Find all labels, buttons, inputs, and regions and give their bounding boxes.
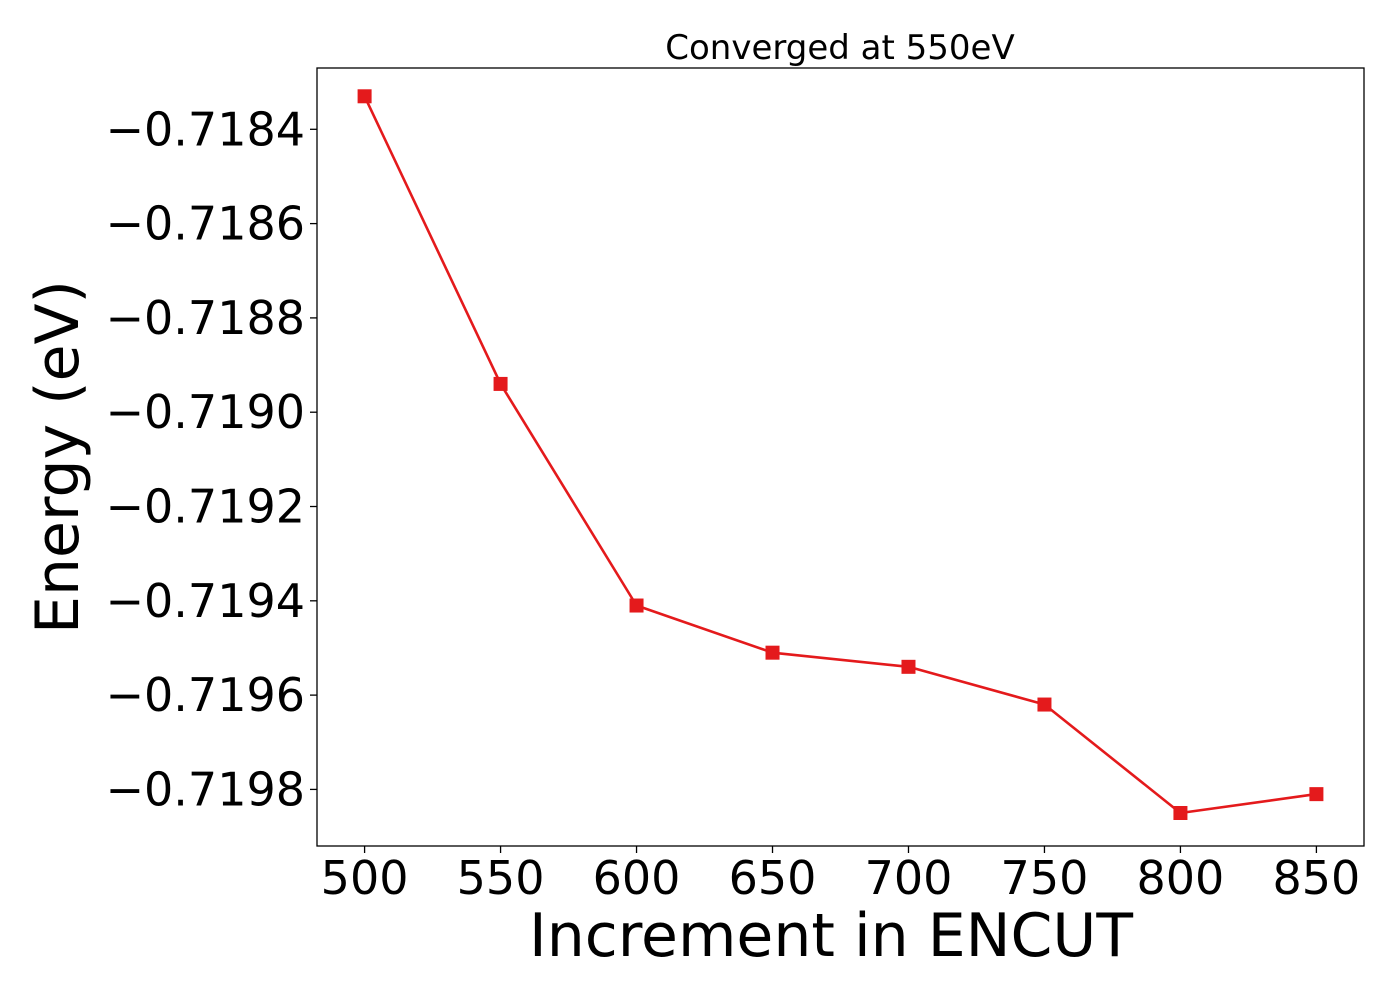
y-tick-label: −0.7196 bbox=[106, 668, 306, 722]
data-point-marker bbox=[357, 89, 372, 104]
x-tick-label: 750 bbox=[1001, 851, 1089, 905]
plot-series bbox=[357, 89, 1324, 820]
series-line bbox=[363, 95, 1317, 815]
x-tick-label: 800 bbox=[1137, 851, 1225, 905]
y-tick-label: −0.7194 bbox=[106, 574, 306, 628]
data-point-marker bbox=[1173, 805, 1188, 820]
x-tick-label: 700 bbox=[865, 851, 953, 905]
x-tick-label: 550 bbox=[457, 851, 545, 905]
x-axis-ticks: 500 550 600 650 700 750 800 850 bbox=[321, 846, 1361, 905]
data-point-marker bbox=[901, 659, 916, 674]
y-tick-label: −0.7190 bbox=[106, 385, 306, 439]
x-axis-label: Increment in ENCUT bbox=[529, 901, 1133, 971]
plot-frame bbox=[316, 67, 1365, 847]
x-tick-label: 650 bbox=[729, 851, 817, 905]
x-tick-label: 850 bbox=[1273, 851, 1361, 905]
y-axis-ticks: −0.7184 −0.7186 −0.7188 −0.7190 −0.7192 −0.71… bbox=[106, 102, 317, 816]
x-tick-label: 600 bbox=[593, 851, 681, 905]
chart-title: Converged at 550eV bbox=[665, 28, 1014, 68]
x-tick-label: 500 bbox=[321, 851, 409, 905]
y-axis-label: Energy (eV) bbox=[23, 280, 93, 634]
data-point-marker bbox=[1309, 787, 1324, 802]
data-point-marker bbox=[629, 598, 644, 613]
y-tick-label: −0.7186 bbox=[106, 197, 306, 251]
data-point-marker bbox=[765, 645, 780, 660]
y-tick-label: −0.7184 bbox=[106, 102, 306, 156]
data-point-marker bbox=[1037, 697, 1052, 712]
y-tick-label: −0.7198 bbox=[106, 762, 306, 816]
y-tick-label: −0.7192 bbox=[106, 480, 306, 534]
data-point-marker bbox=[493, 376, 508, 391]
y-tick-label: −0.7188 bbox=[106, 291, 306, 345]
